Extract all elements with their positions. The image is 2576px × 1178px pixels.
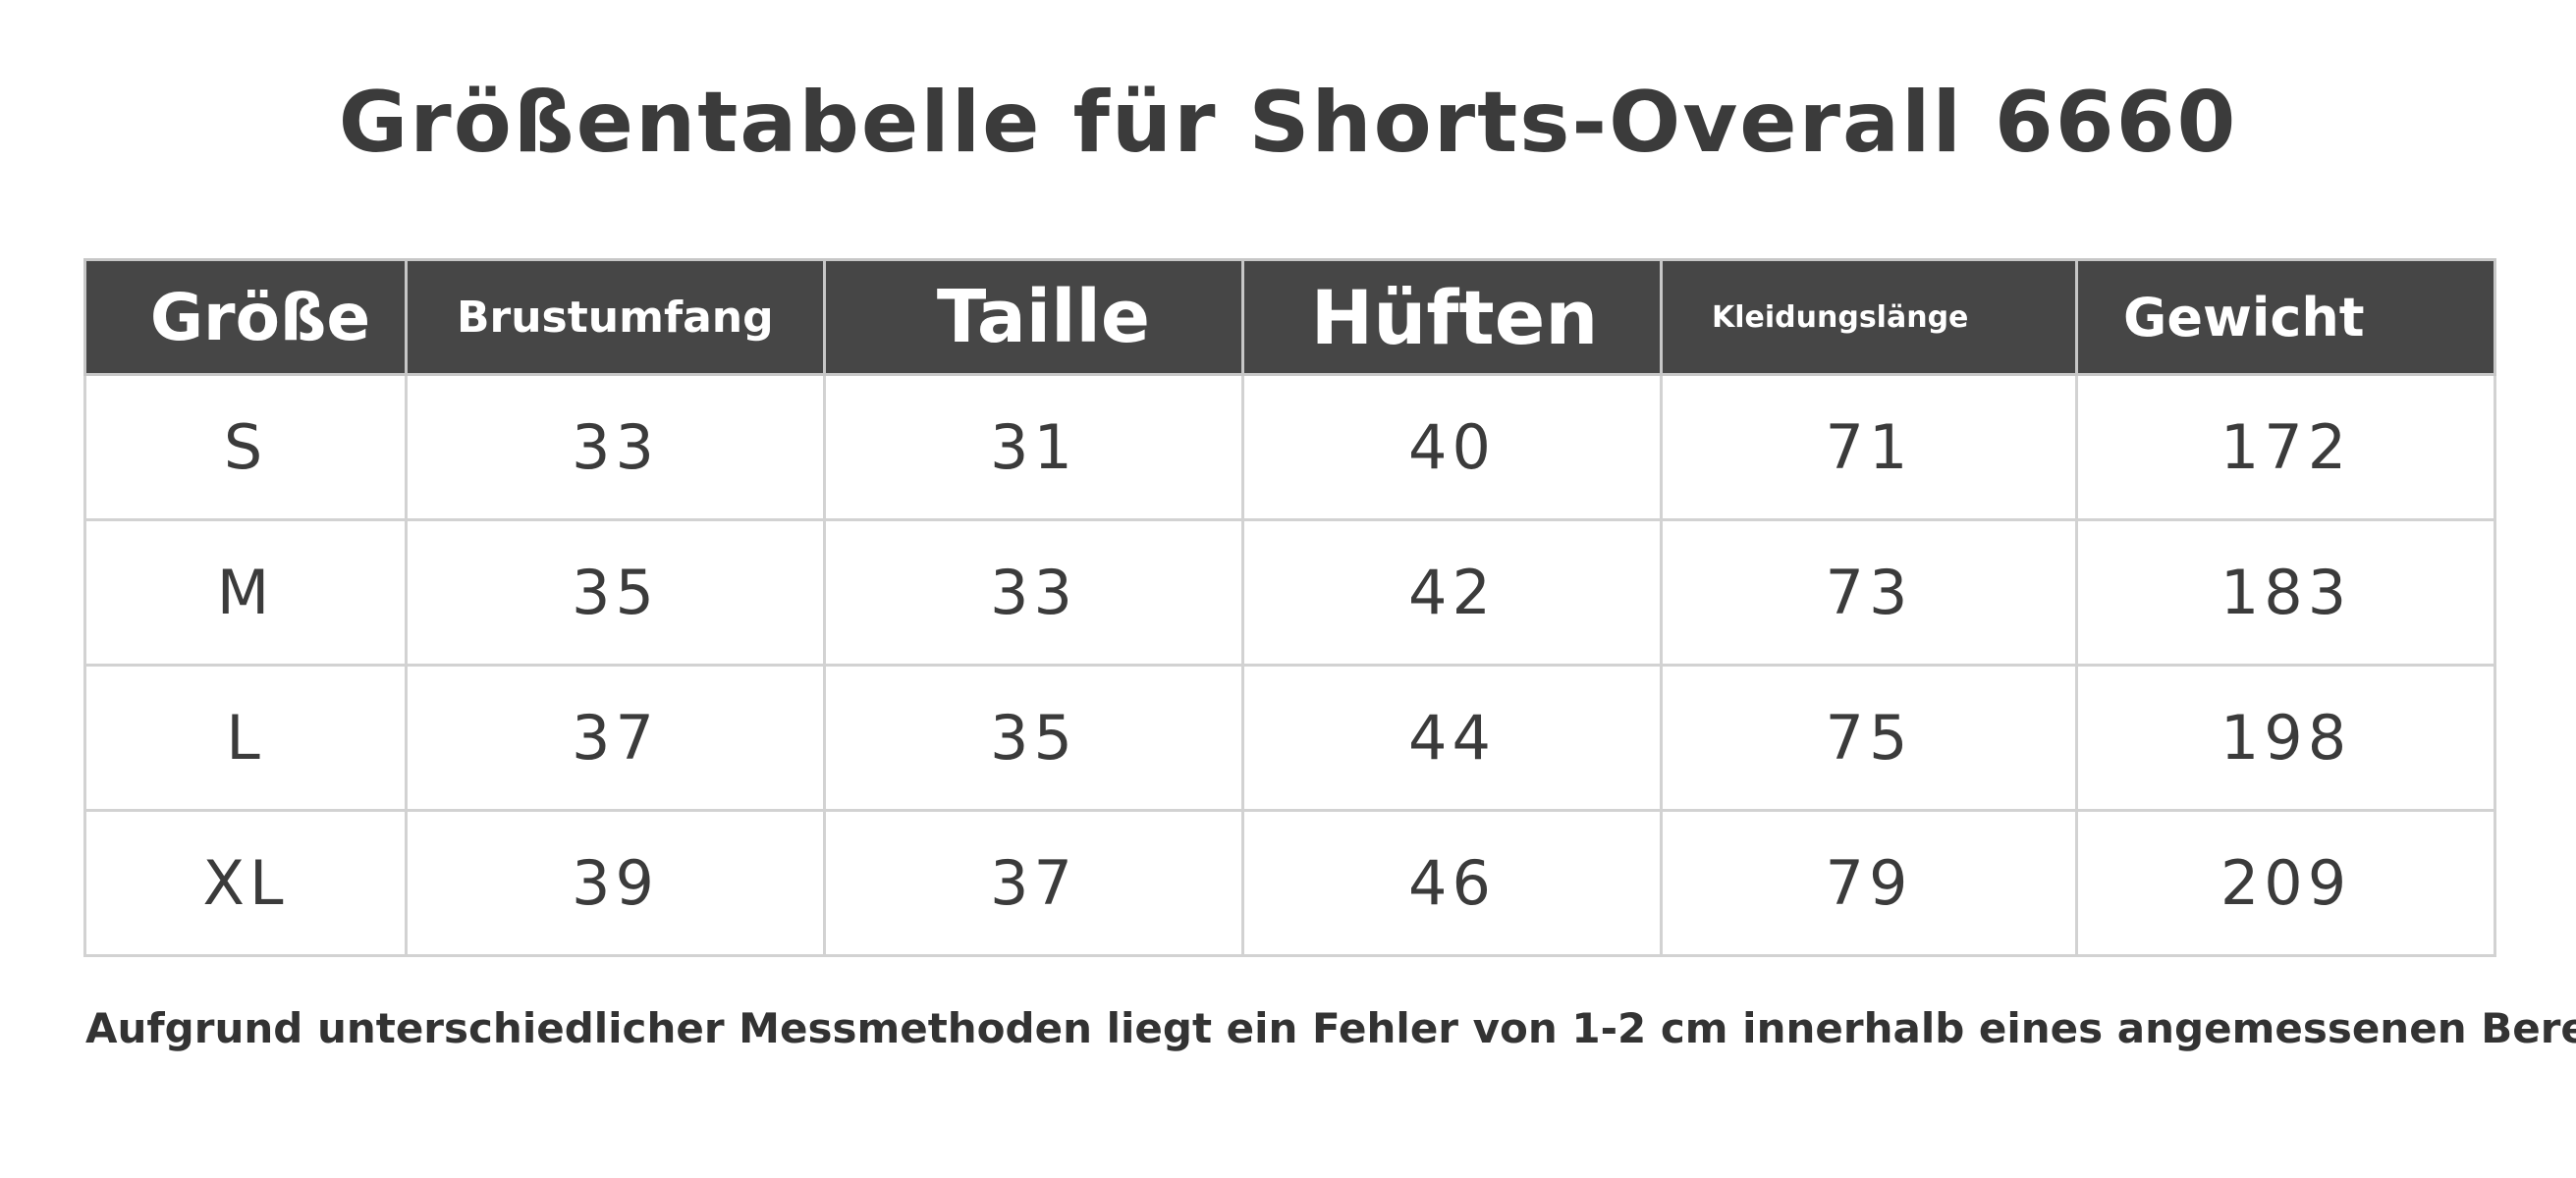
table-cell-length: 71 (1660, 373, 2078, 521)
table-cell-bust: 35 (405, 518, 826, 667)
table-cell-length: 79 (1660, 809, 2078, 957)
table-cell-hips: 46 (1241, 809, 1663, 957)
table-cell-waist: 33 (823, 518, 1244, 667)
table-cell-waist: 31 (823, 373, 1244, 521)
table-cell-bust: 37 (405, 664, 826, 812)
table-cell-size: S (83, 373, 408, 521)
column-header-weight: Gewicht (2075, 258, 2496, 376)
column-header-hips: Hüften (1241, 258, 1663, 376)
table-cell-weight: 198 (2075, 664, 2496, 812)
table-header-row: Größe Brustumfang Taille Hüften Kleidung… (83, 258, 2496, 376)
table-row: M 35 33 42 73 183 (83, 518, 2496, 667)
table-cell-hips: 40 (1241, 373, 1663, 521)
table-cell-size: L (83, 664, 408, 812)
table-row: L 37 35 44 75 198 (83, 664, 2496, 812)
table-cell-waist: 35 (823, 664, 1244, 812)
column-header-waist: Taille (823, 258, 1244, 376)
table-row: XL 39 37 46 79 209 (83, 809, 2496, 957)
table-cell-waist: 37 (823, 809, 1244, 957)
table-cell-bust: 33 (405, 373, 826, 521)
table-cell-hips: 44 (1241, 664, 1663, 812)
table-cell-size: XL (83, 809, 408, 957)
size-chart-table: Größe Brustumfang Taille Hüften Kleidung… (83, 258, 2496, 957)
measurement-note: Aufgrund unterschiedlicher Messmethoden … (85, 1004, 2576, 1052)
table-cell-weight: 209 (2075, 809, 2496, 957)
table-cell-bust: 39 (405, 809, 826, 957)
table-cell-hips: 42 (1241, 518, 1663, 667)
page-title: Größentabelle für Shorts-Overall 6660 (338, 74, 2238, 172)
table-cell-weight: 172 (2075, 373, 2496, 521)
table-cell-weight: 183 (2075, 518, 2496, 667)
table-cell-length: 75 (1660, 664, 2078, 812)
column-header-size: Größe (83, 258, 408, 376)
table-cell-size: M (83, 518, 408, 667)
table-cell-length: 73 (1660, 518, 2078, 667)
column-header-length: Kleidungslänge (1660, 258, 2078, 376)
column-header-bust: Brustumfang (405, 258, 826, 376)
table-row: S 33 31 40 71 172 (83, 373, 2496, 521)
